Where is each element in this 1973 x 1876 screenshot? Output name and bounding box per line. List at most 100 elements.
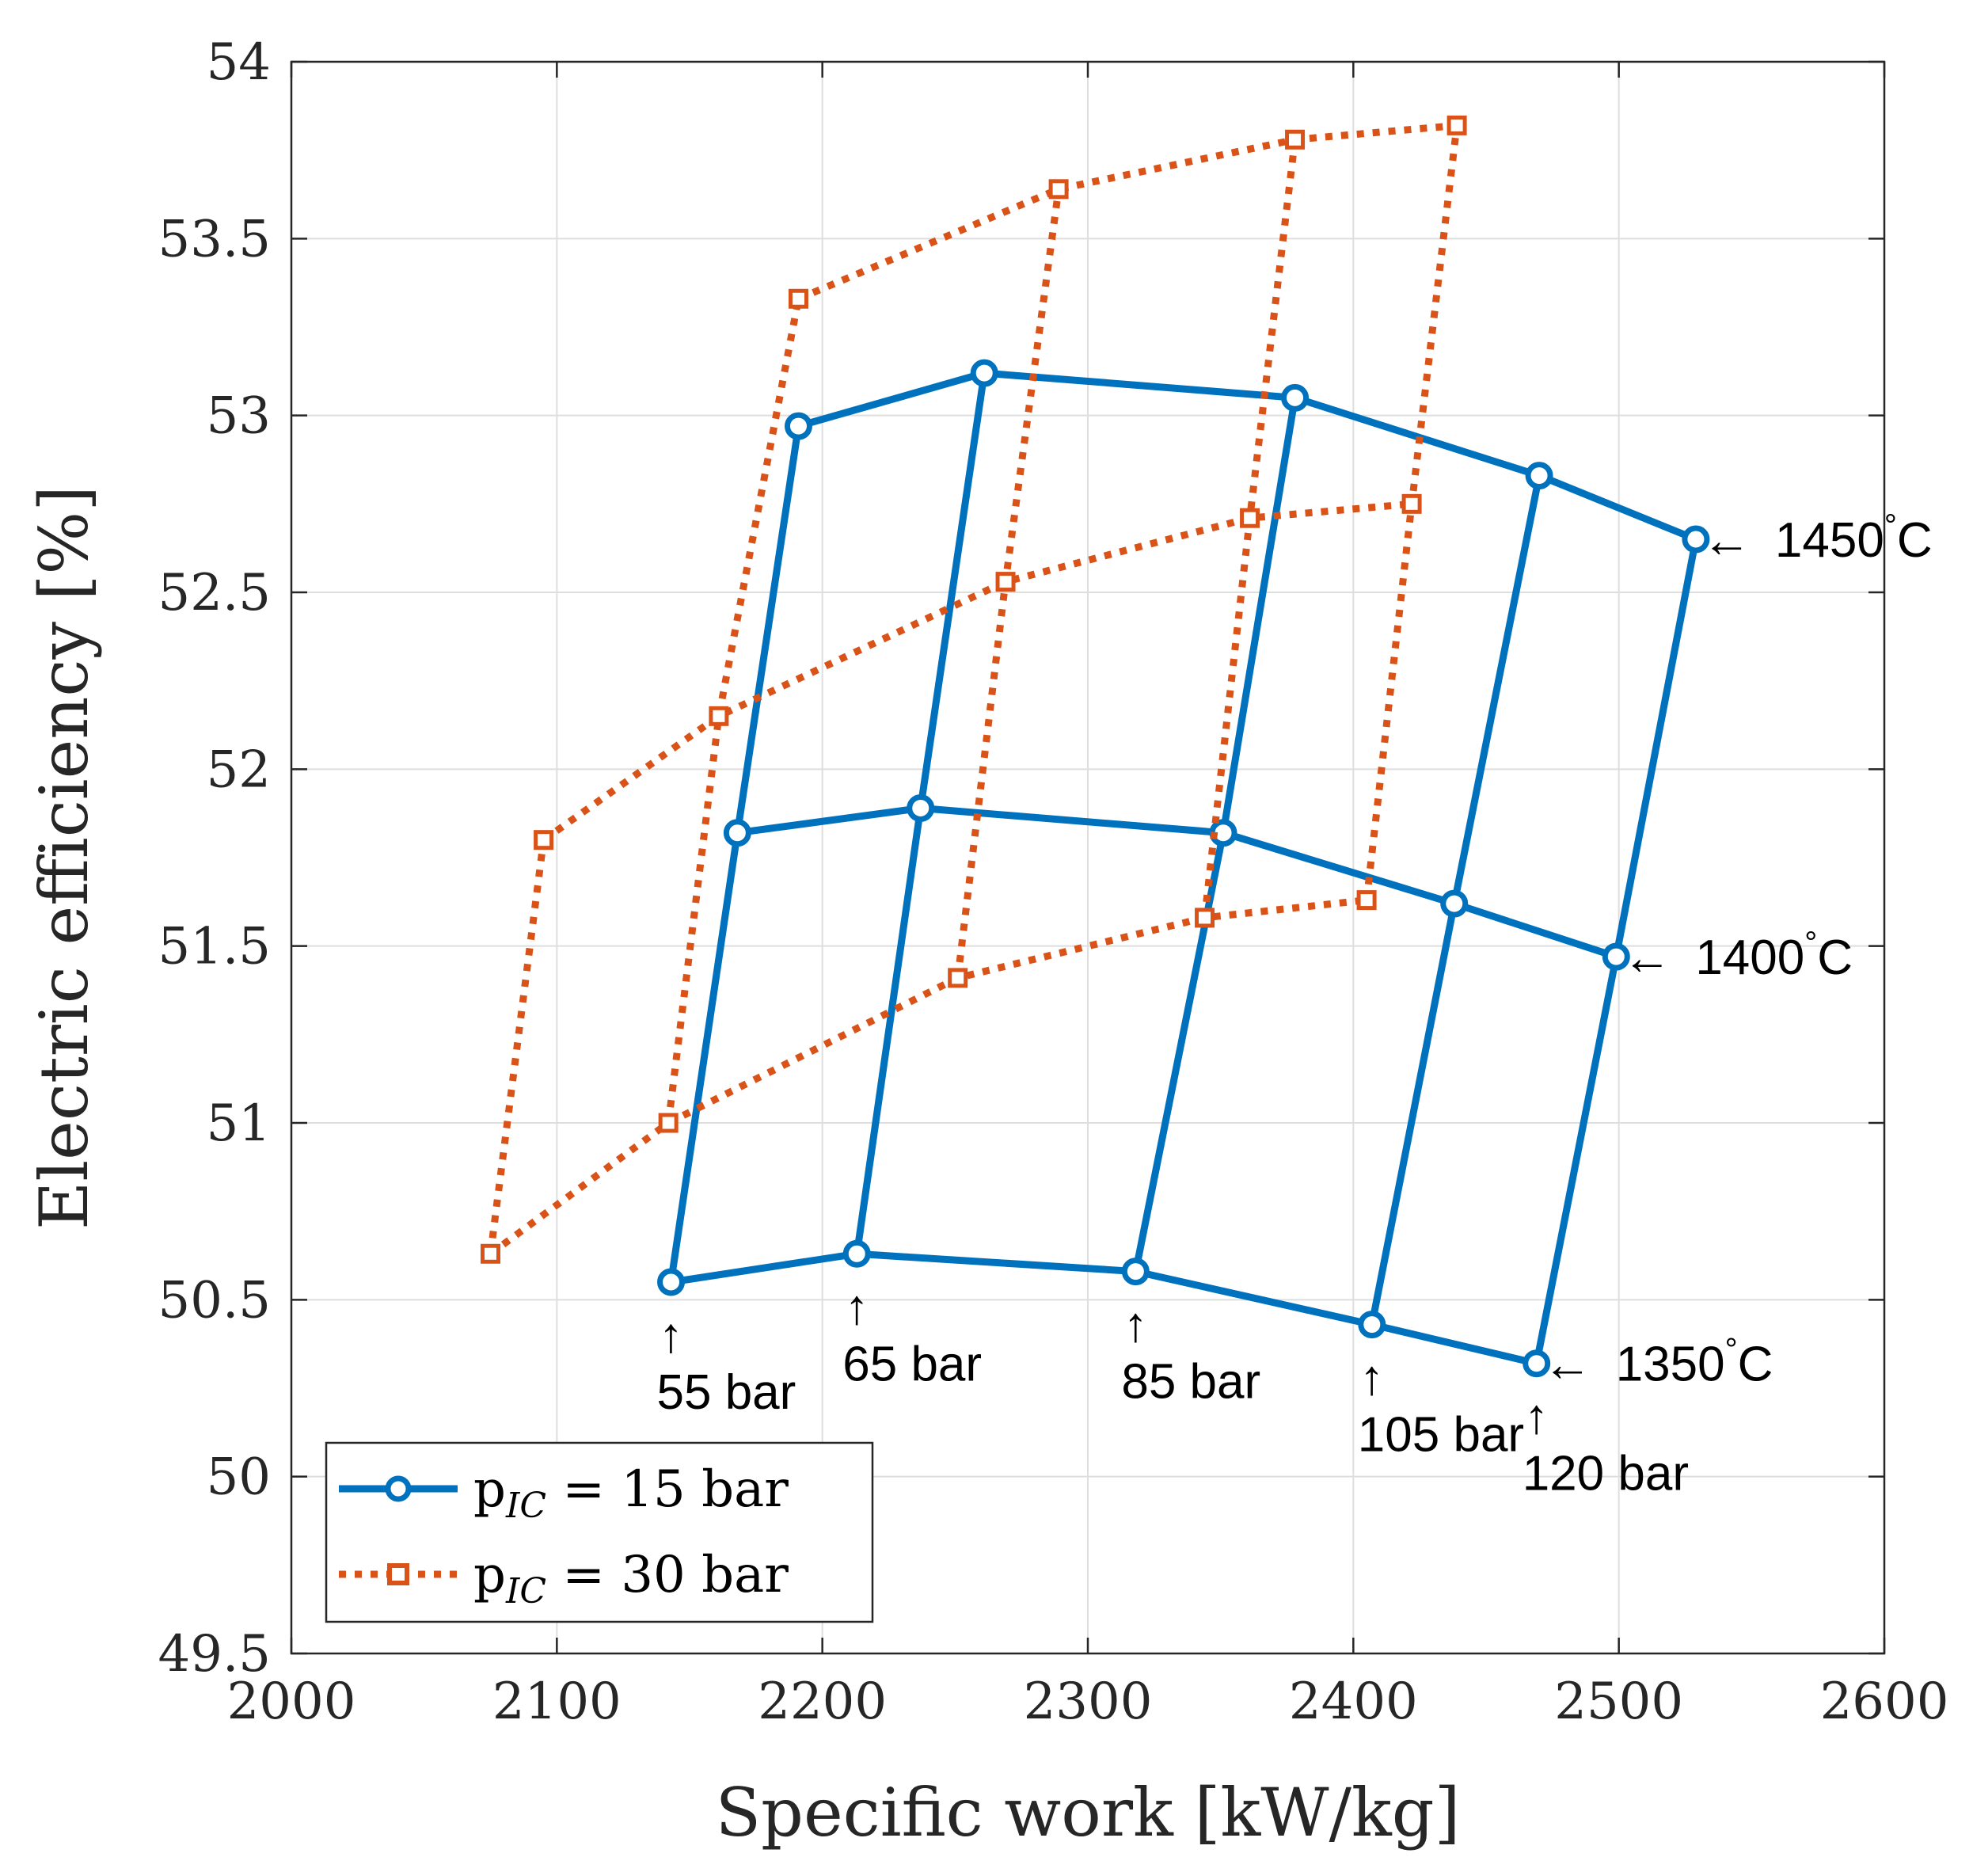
y-axis-title: Electric efficiency [%] xyxy=(25,485,103,1230)
series-1-point xyxy=(1358,1311,1386,1339)
y-tick-label: 50 xyxy=(207,1448,271,1507)
series-1-point xyxy=(1602,942,1630,971)
annotation-7: ← 1400°C xyxy=(1622,926,1853,985)
y-tick-label: 51 xyxy=(207,1094,271,1153)
annotation-label: 105 bar xyxy=(1358,1408,1524,1463)
annotation-label: 120 bar xyxy=(1523,1447,1689,1501)
annotation-label-unit: C xyxy=(1817,930,1853,985)
annotation-group: ↑55 bar↑65 bar↑85 bar ↑105 bar ↑120 bar← 13… xyxy=(657,508,1933,1501)
legend-label-series-2-name: p xyxy=(473,1546,506,1604)
legend-marker-series-2 xyxy=(387,1563,409,1585)
series-2-temperature-line-1 xyxy=(488,896,1367,1257)
series-1-point xyxy=(1523,1349,1551,1378)
tick-group: 2000 2100 2200 2300 2400 2500 2600 49.5 50 50.5 51… xyxy=(158,33,1949,1731)
y-tick-label: 49.5 xyxy=(158,1625,272,1684)
annotation-label-unit: C xyxy=(1738,1338,1773,1392)
y-tick-label: 51.5 xyxy=(158,918,272,976)
grid-lines xyxy=(291,61,1885,1654)
legend-label-series-1: pIC = 15 bar xyxy=(473,1460,789,1526)
annotation-arrow: ← xyxy=(1543,1338,1592,1392)
annotation-label-degree: ° xyxy=(1804,926,1817,961)
y-tick-label: 50.5 xyxy=(158,1271,272,1330)
y-tick-label: 53 xyxy=(207,387,271,446)
series-2-point xyxy=(1446,115,1467,135)
series-2-pressure-line-1 xyxy=(487,839,548,1254)
annotation-arrow: ↑ xyxy=(1123,1298,1148,1353)
annotation-label-value: 1450 xyxy=(1775,513,1884,568)
annotation-label: 1400°C xyxy=(1695,926,1853,985)
series-1-point xyxy=(1121,1258,1150,1286)
annotation-arrow: ↑ xyxy=(1359,1351,1384,1406)
series-2-point xyxy=(788,288,808,309)
series-1-temperature-line-1 xyxy=(670,1250,1538,1368)
series-1-point xyxy=(1682,525,1710,554)
y-tick-label: 54 xyxy=(207,33,271,92)
series-1-point xyxy=(1281,383,1310,412)
series-2-point xyxy=(995,572,1016,592)
series-1-pressure-line-1 xyxy=(667,425,802,1283)
annotation-label-unit: C xyxy=(1897,513,1933,568)
annotation-label: 55 bar xyxy=(657,1365,796,1420)
annotation-label: 1450°C xyxy=(1775,508,1933,568)
annotation-label-value: 1350 xyxy=(1616,1338,1725,1392)
x-tick-label: 2200 xyxy=(758,1672,887,1731)
series-2-temperature-line-3 xyxy=(796,121,1458,303)
y-tick-label: 53.5 xyxy=(158,210,272,268)
annotation-label: 1350°C xyxy=(1616,1333,1773,1392)
y-tick-label: 52.5 xyxy=(158,564,272,622)
annotation-arrow: ↑ xyxy=(845,1280,869,1334)
annotation-8: ← 1450°C xyxy=(1702,508,1933,568)
x-tick-label: 2400 xyxy=(1289,1672,1418,1731)
series-1-point xyxy=(970,359,998,387)
annotation-3: ↑85 bar xyxy=(1121,1298,1260,1410)
series-2-point xyxy=(948,968,968,988)
annotation-label: 85 bar xyxy=(1121,1355,1260,1410)
series-2-point xyxy=(1401,493,1422,514)
series-1 xyxy=(657,359,1710,1378)
series-1-point xyxy=(842,1239,871,1268)
annotation-label-degree: ° xyxy=(1884,508,1897,543)
series-2-pressure-line-2 xyxy=(664,298,802,1124)
series-2-point xyxy=(534,830,554,850)
legend-label-series-2-rest: = 30 bar xyxy=(546,1546,789,1604)
series-2-point xyxy=(481,1243,500,1264)
series-1-point xyxy=(907,793,935,822)
series-1-temperature-line-2 xyxy=(736,805,1618,961)
legend-label-series-1-name: p xyxy=(473,1460,506,1519)
series-2-point xyxy=(1356,890,1377,911)
x-axis-title: Specific work [kW/kg] xyxy=(716,1774,1461,1851)
x-tick-label: 2100 xyxy=(492,1672,622,1731)
annotation-arrow: ↑ xyxy=(1524,1390,1549,1444)
legend-label-series-2: pIC = 30 bar xyxy=(473,1546,789,1612)
series-1-point xyxy=(1440,889,1469,918)
series-2-temperature-line-2 xyxy=(542,500,1412,843)
annotation-label-value: 1400 xyxy=(1695,930,1804,985)
x-tick-label: 2500 xyxy=(1554,1672,1683,1731)
legend: pIC = 15 bar pIC = 30 bar xyxy=(325,1441,874,1623)
y-tick-label: 52 xyxy=(207,740,271,799)
series-1-point xyxy=(784,412,812,440)
series-2-point xyxy=(709,706,729,726)
annotation-label: 65 bar xyxy=(842,1337,982,1391)
annotation-arrow: ← xyxy=(1622,930,1671,985)
annotation-4: ↑105 bar xyxy=(1358,1351,1524,1463)
series-group xyxy=(481,115,1710,1378)
annotation-label-degree: ° xyxy=(1725,1333,1738,1368)
series-2-point xyxy=(658,1113,679,1133)
annotation-6: ← 1350°C xyxy=(1543,1333,1773,1392)
annotation-2: ↑65 bar xyxy=(842,1280,982,1391)
annotation-arrow: ← xyxy=(1702,513,1751,568)
legend-label-series-2-sub: IC xyxy=(505,1571,546,1612)
series-2-point xyxy=(1285,129,1306,150)
series-2-point xyxy=(1048,179,1069,200)
x-tick-label: 2300 xyxy=(1024,1672,1153,1731)
legend-entry-series-2: pIC = 30 bar xyxy=(339,1546,789,1612)
series-2-point xyxy=(1195,908,1215,928)
annotation-1: ↑55 bar xyxy=(657,1308,796,1420)
legend-marker-series-1 xyxy=(385,1475,412,1502)
legend-label-series-1-rest: = 15 bar xyxy=(546,1460,789,1519)
series-1-point xyxy=(657,1268,686,1296)
legend-label-series-1-sub: IC xyxy=(505,1486,546,1526)
legend-box xyxy=(325,1441,874,1623)
